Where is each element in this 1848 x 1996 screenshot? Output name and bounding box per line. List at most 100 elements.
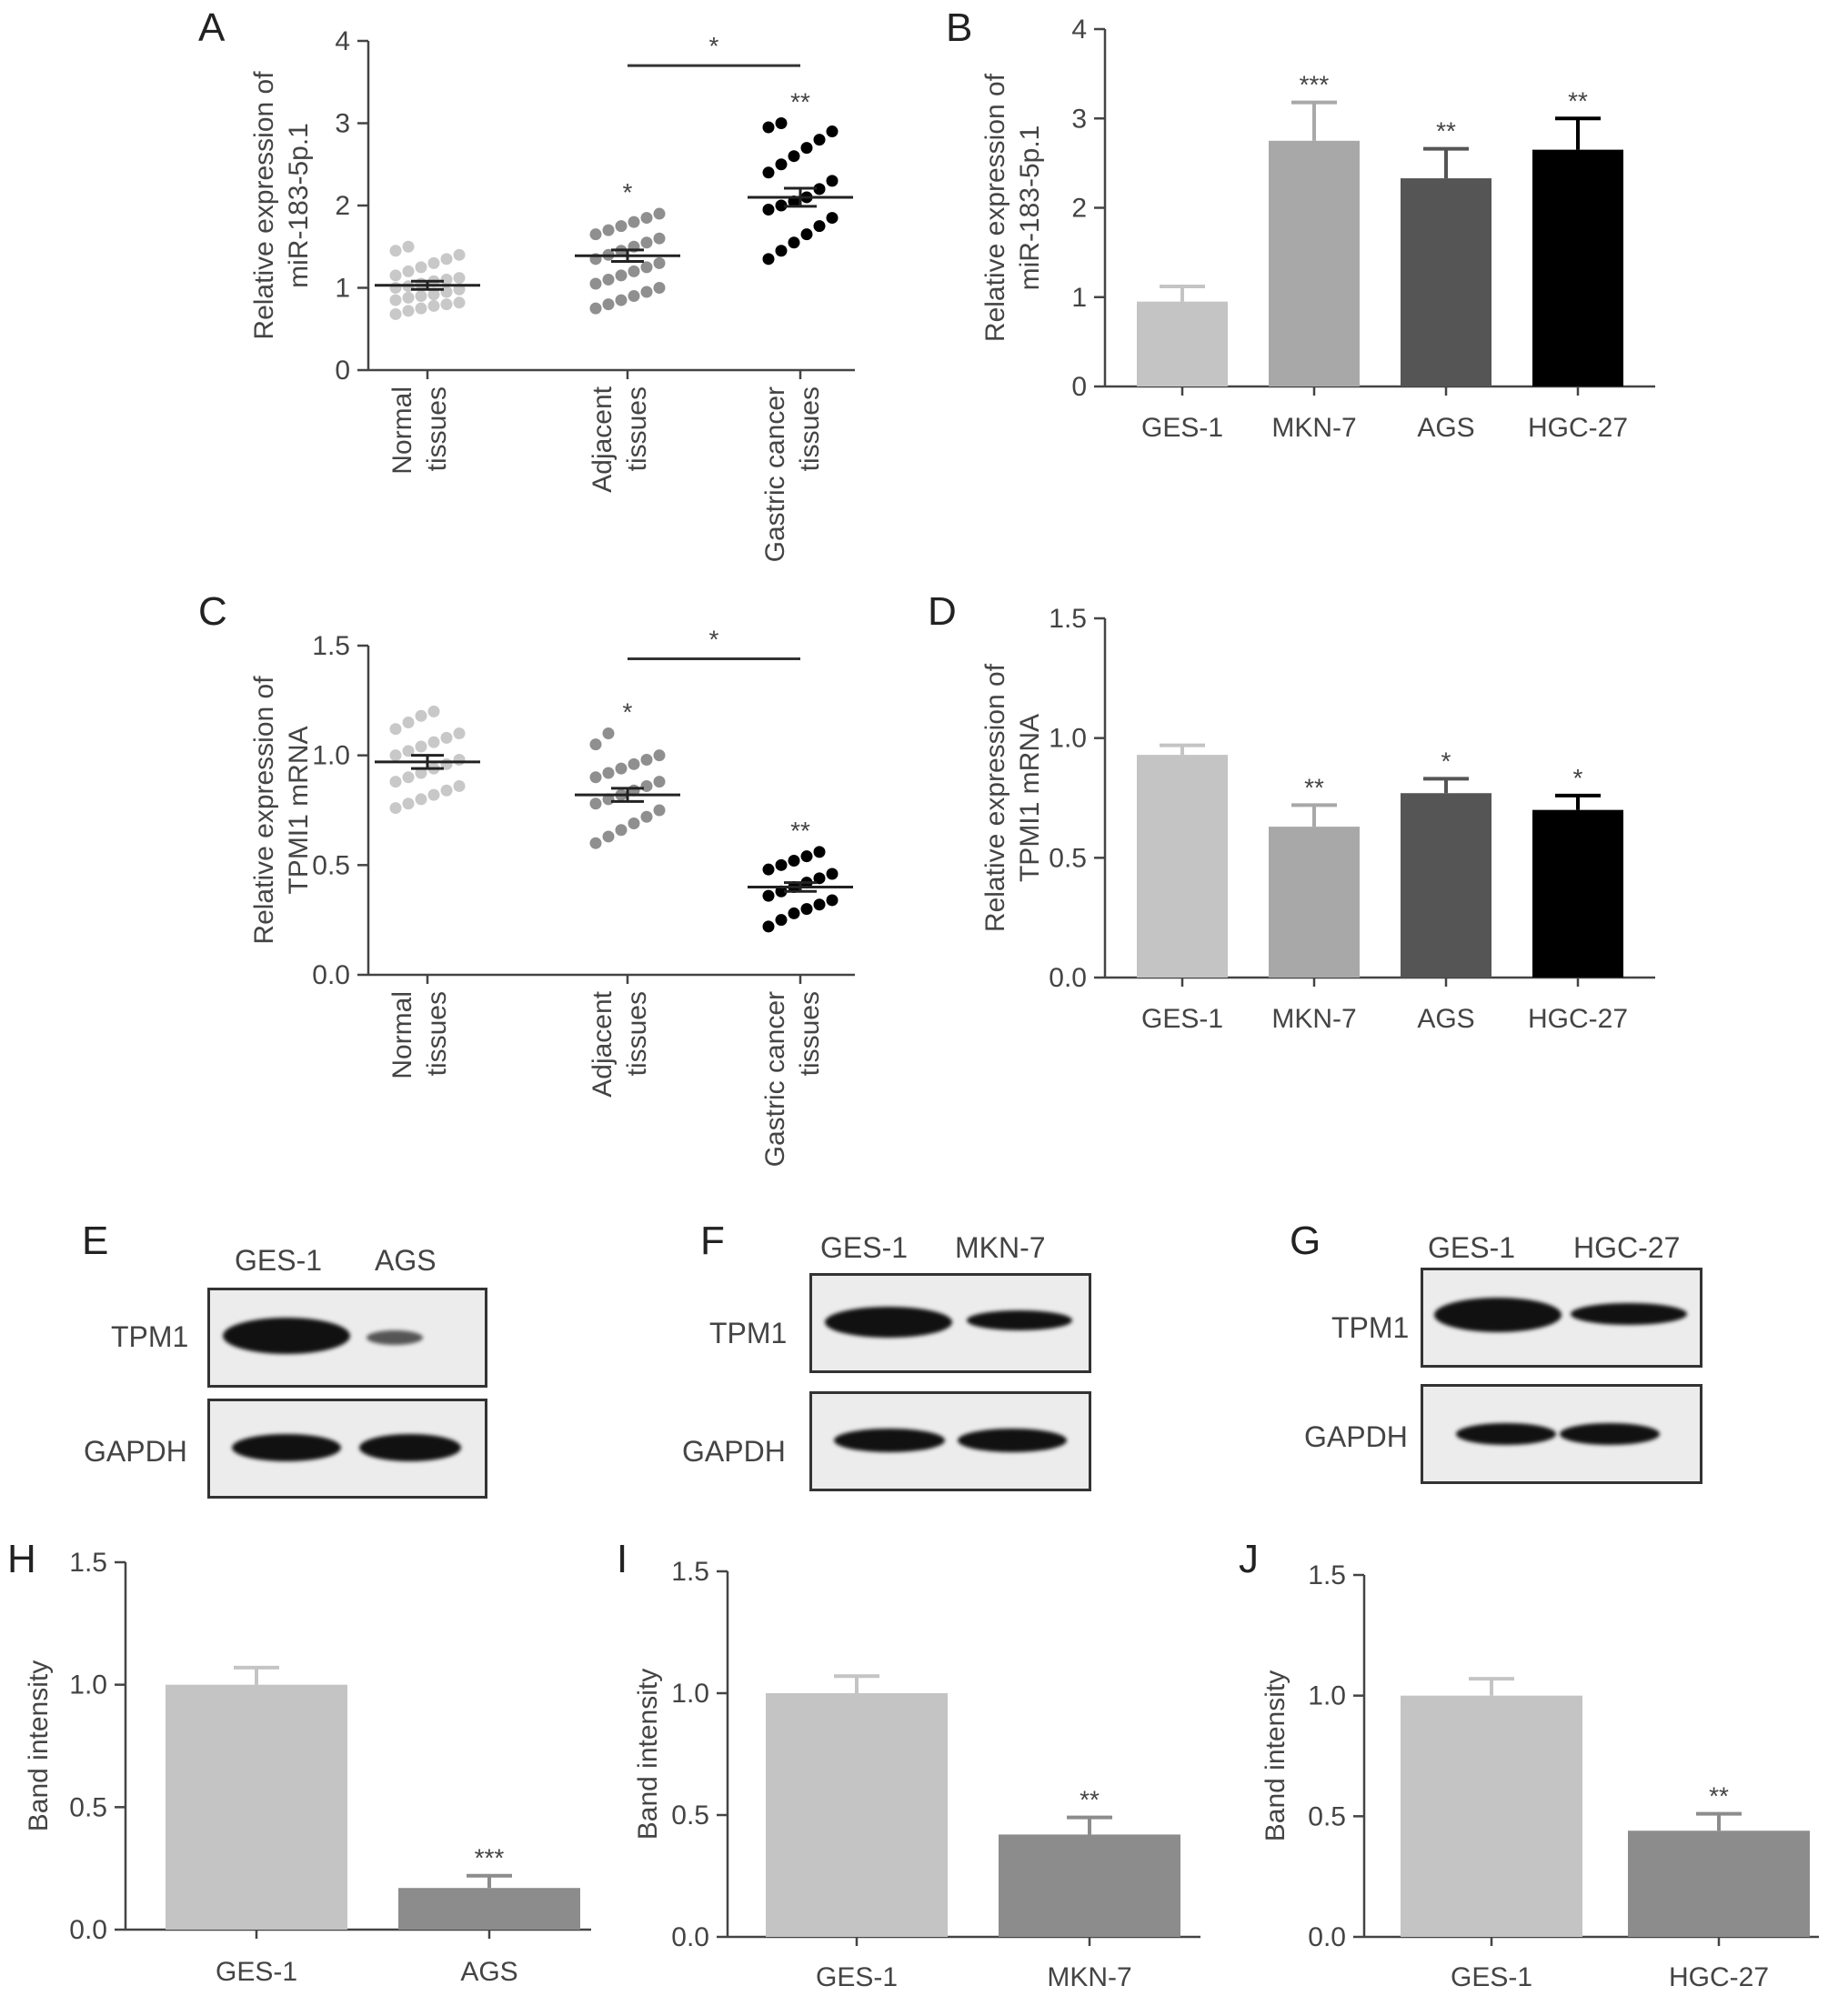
significance-label: *** (475, 1844, 505, 1872)
blot-e-row-1: TPM1 (111, 1320, 189, 1353)
significance-label: * (709, 32, 719, 60)
blot-g-lane-2: HGC-27 (1573, 1231, 1681, 1264)
x-tick-label: AGS (1417, 413, 1474, 443)
data-point (389, 776, 402, 788)
data-point (800, 850, 813, 863)
bar (1401, 178, 1491, 386)
x-tick-label: tissues (622, 386, 652, 471)
x-tick-label: AGS (460, 1957, 517, 1987)
data-point (427, 256, 440, 269)
y-axis-label: miR-183-5p.1 (1015, 125, 1045, 291)
significance-label: ** (1709, 1782, 1729, 1810)
y-tick-label: 0.5 (312, 850, 350, 880)
data-point (628, 216, 640, 228)
panel-letter-b: B (946, 5, 973, 50)
data-point (615, 220, 628, 233)
data-point (453, 727, 466, 740)
data-point (762, 889, 775, 902)
panel-letter-f: F (700, 1219, 725, 1263)
y-tick-label: 4 (1071, 15, 1087, 45)
data-point (813, 183, 826, 196)
bar-chart-i: 0.0 0.5 1.0 1.5 Band intensity GES-1 ** MKN-7 (633, 1557, 1200, 1992)
significance-label: * (623, 178, 633, 206)
data-point (389, 723, 402, 736)
significance-label: * (709, 625, 719, 653)
x-tick-label: GES-1 (1141, 413, 1223, 443)
data-point (440, 253, 453, 266)
x-tick-label: tissues (795, 991, 825, 1076)
panel-letter-h: H (7, 1537, 36, 1581)
data-point (389, 282, 402, 294)
blot-g-tpm1-box (1421, 1268, 1702, 1368)
scatter-chart-c: 0.0 0.5 1.0 1.5 Relative expression of TPMI1 … (249, 625, 855, 1167)
x-tick-label: Adjacent (588, 386, 618, 492)
data-point (427, 736, 440, 748)
chart-panel-c: 0.0 0.5 1.0 1.5 Relative expression of TPMI1 … (0, 591, 909, 1214)
bar-chart-d: 0.0 0.5 1.0 1.5 Relative expression of TPMI1 … (980, 604, 1655, 1034)
data-point (427, 288, 440, 301)
data-point (826, 894, 839, 907)
data-point (402, 716, 415, 728)
data-point (415, 709, 427, 722)
data-point (800, 903, 813, 916)
x-tick-label: GES-1 (1141, 1004, 1223, 1034)
bar (1628, 1831, 1810, 1937)
panel-letter-g: G (1290, 1219, 1321, 1263)
y-axis-label: Relative expression of (980, 663, 1010, 932)
panel-letter-i: I (617, 1537, 628, 1581)
chart-panel-d: 0.0 0.5 1.0 1.5 Relative expression of TPMI1 … (909, 591, 1848, 1214)
x-tick-label: tissues (795, 386, 825, 471)
blot-e-lane-2: AGS (375, 1244, 437, 1277)
significance-label: ** (1436, 117, 1456, 145)
y-tick-label: 0.0 (69, 1915, 107, 1945)
data-point (602, 727, 615, 740)
data-point (389, 749, 402, 762)
blot-f-band (967, 1310, 1072, 1330)
data-point (415, 793, 427, 806)
data-point (389, 269, 402, 282)
data-point (826, 868, 839, 880)
data-point (589, 771, 602, 784)
bar (166, 1684, 347, 1930)
blot-f-band (834, 1429, 945, 1452)
data-point (589, 228, 602, 241)
y-tick-label: 1.0 (69, 1670, 107, 1700)
data-point (788, 855, 800, 868)
chart-panel-b: 0 1 2 3 4 Relative expression of miR-183-5p.1 G… (909, 0, 1848, 596)
panel-letter-a: A (198, 5, 226, 50)
y-tick-label: 0.5 (69, 1792, 107, 1822)
x-tick-label: Normal (387, 386, 417, 475)
data-point (615, 269, 628, 282)
data-point (813, 872, 826, 885)
bar (1269, 827, 1360, 978)
x-tick-label: Adjacent (588, 990, 618, 1097)
data-point (440, 273, 453, 286)
data-point (788, 907, 800, 919)
data-point (640, 779, 653, 792)
data-point (389, 307, 402, 320)
y-tick-label: 3 (1071, 104, 1087, 134)
blot-f-band (958, 1429, 1067, 1452)
x-tick-label: Gastric cancer (760, 991, 790, 1167)
y-tick-label: 0.5 (671, 1800, 709, 1831)
data-point (415, 740, 427, 753)
y-axis-label: Relative expression of (249, 676, 279, 945)
y-tick-label: 1.0 (671, 1679, 709, 1709)
y-tick-label: 0 (1071, 372, 1087, 402)
data-point (589, 302, 602, 315)
data-point (775, 117, 788, 129)
data-point (402, 265, 415, 277)
blot-e-row-2: GAPDH (84, 1435, 187, 1468)
x-tick-label: GES-1 (816, 1962, 898, 1992)
blot-f-row-2: GAPDH (682, 1435, 786, 1468)
data-point (389, 802, 402, 815)
data-point (653, 749, 666, 762)
data-point (589, 277, 602, 290)
panel-letter-c: C (198, 589, 227, 634)
blot-g-gapdh-box (1421, 1384, 1702, 1484)
data-point (415, 290, 427, 303)
y-tick-label: 2 (1071, 194, 1087, 224)
data-point (826, 175, 839, 187)
bar-chart-h: 0.0 0.5 1.0 1.5 Band intensity GES-1 *** AGS (24, 1548, 591, 1987)
bar (1137, 755, 1228, 978)
